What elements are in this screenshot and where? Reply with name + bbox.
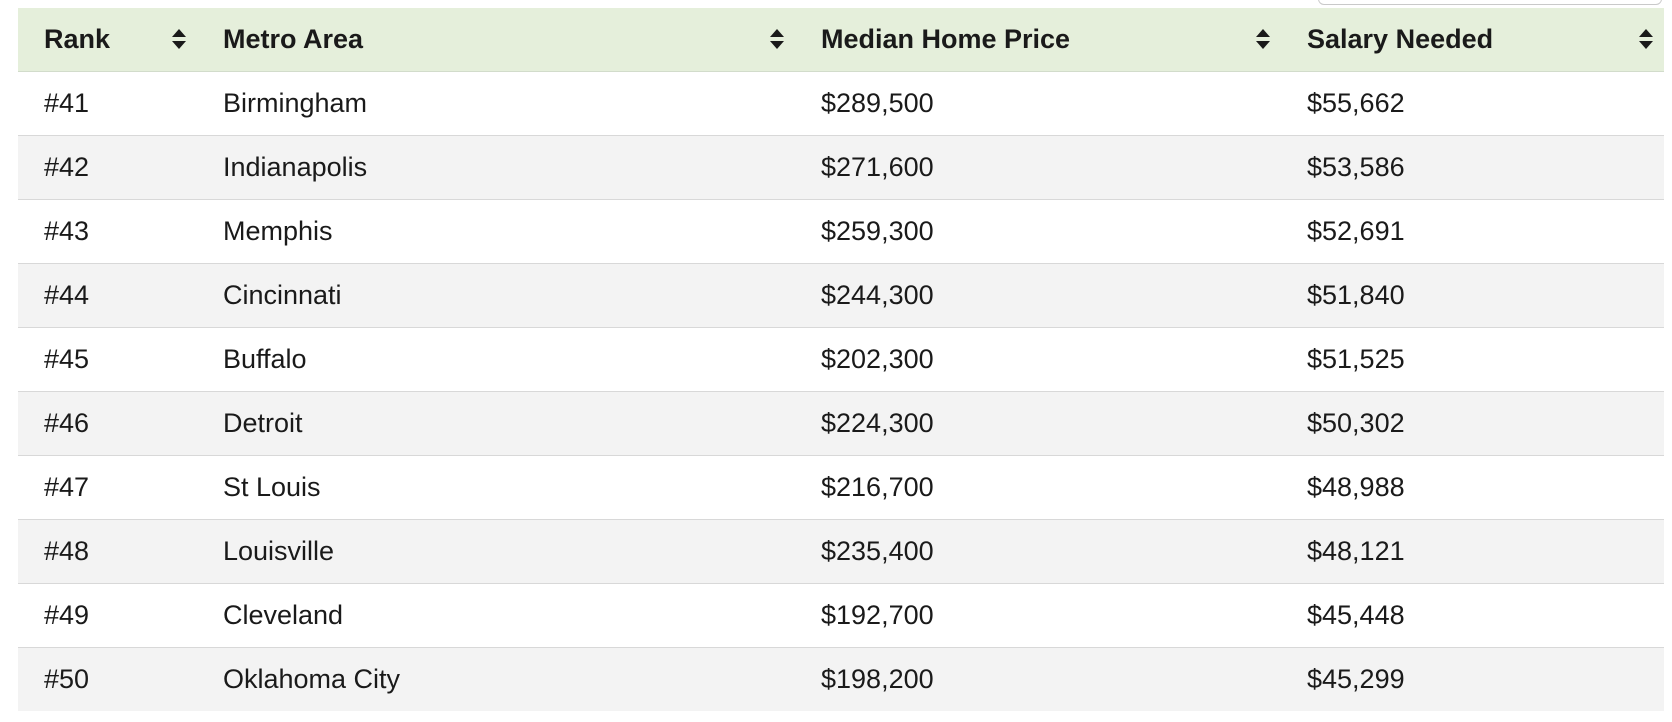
salary-needed-cell: $52,691	[1281, 199, 1664, 264]
metro-area-cell: Cincinnati	[197, 263, 795, 328]
sort-icon[interactable]	[171, 27, 187, 51]
median-home-price-cell: $216,700	[795, 455, 1281, 520]
median-home-price-cell: $224,300	[795, 391, 1281, 456]
rank-cell: #44	[18, 263, 197, 328]
salary-needed-cell: $51,525	[1281, 327, 1664, 392]
rank-cell: #48	[18, 519, 197, 584]
salary-needed-cell: $48,988	[1281, 455, 1664, 520]
header-label: Median Home Price	[821, 23, 1071, 54]
table-row: #44 Cincinnati $244,300 $51,840	[18, 263, 1664, 328]
median-home-price-cell: $259,300	[795, 199, 1281, 264]
median-home-price-cell: $235,400	[795, 519, 1281, 584]
metro-area-cell: Oklahoma City	[223, 663, 401, 694]
sort-icon[interactable]	[1638, 27, 1654, 51]
header-metro-area[interactable]: Metro Area	[197, 8, 795, 72]
header-salary-needed[interactable]: Salary Needed	[1281, 8, 1664, 72]
header-median-home-price[interactable]: Median Home Price	[795, 8, 1281, 72]
rank-cell: #47	[18, 455, 197, 520]
salary-needed-cell: $45,299	[1307, 663, 1405, 694]
header-label: Rank	[44, 23, 111, 54]
metro-area-cell: Detroit	[197, 391, 795, 456]
rank-cell: #46	[18, 391, 197, 456]
table-row: #46 Detroit $224,300 $50,302	[18, 391, 1664, 456]
sort-icon[interactable]	[769, 27, 785, 51]
table-row: #45 Buffalo $202,300 $51,525	[18, 327, 1664, 392]
median-home-price-cell: $289,500	[795, 71, 1281, 136]
metro-area-cell: St Louis	[197, 455, 795, 520]
metro-area-cell: Cleveland	[197, 583, 795, 648]
metro-area-cell: Birmingham	[197, 71, 795, 136]
rank-cell: #41	[18, 71, 197, 136]
median-home-price-cell: $192,700	[795, 583, 1281, 648]
salary-needed-cell: $45,448	[1281, 583, 1664, 648]
metro-area-cell: Memphis	[197, 199, 795, 264]
header-rank[interactable]: Rank	[18, 8, 197, 72]
median-home-price-cell: $198,200	[821, 663, 934, 694]
rank-cell: #43	[18, 199, 197, 264]
metro-area-cell: Indianapolis	[197, 135, 795, 200]
median-home-price-cell: $271,600	[795, 135, 1281, 200]
median-home-price-cell: $244,300	[795, 263, 1281, 328]
salary-needed-cell: $48,121	[1281, 519, 1664, 584]
metro-area-cell: Louisville	[197, 519, 795, 584]
table-row: #42 Indianapolis $271,600 $53,586	[18, 135, 1664, 200]
ranking-table: Rank Metro Area Median Home Price	[18, 8, 1664, 711]
rank-cell: #50	[44, 663, 90, 694]
search-input[interactable]	[1318, 0, 1662, 5]
table-header-row: Rank Metro Area Median Home Price	[18, 8, 1664, 72]
header-label: Metro Area	[223, 23, 364, 54]
rank-cell: #45	[18, 327, 197, 392]
table-row: #43 Memphis $259,300 $52,691	[18, 199, 1664, 264]
salary-needed-cell: $51,840	[1281, 263, 1664, 328]
metro-area-cell: Buffalo	[197, 327, 795, 392]
median-home-price-cell: $202,300	[795, 327, 1281, 392]
salary-needed-cell: $50,302	[1281, 391, 1664, 456]
sort-icon[interactable]	[1255, 27, 1271, 51]
salary-needed-cell: $53,586	[1281, 135, 1664, 200]
table-row: #49 Cleveland $192,700 $45,448	[18, 583, 1664, 648]
rank-cell: #42	[18, 135, 197, 200]
table-row: #47 St Louis $216,700 $48,988	[18, 455, 1664, 520]
header-label: Salary Needed	[1307, 23, 1494, 54]
salary-needed-cell: $55,662	[1281, 71, 1664, 136]
table-row: #50 Oklahoma City $198,200 $45,299	[18, 647, 1664, 711]
table-row: #48 Louisville $235,400 $48,121	[18, 519, 1664, 584]
table-row: #41 Birmingham $289,500 $55,662	[18, 71, 1664, 136]
rank-cell: #49	[18, 583, 197, 648]
